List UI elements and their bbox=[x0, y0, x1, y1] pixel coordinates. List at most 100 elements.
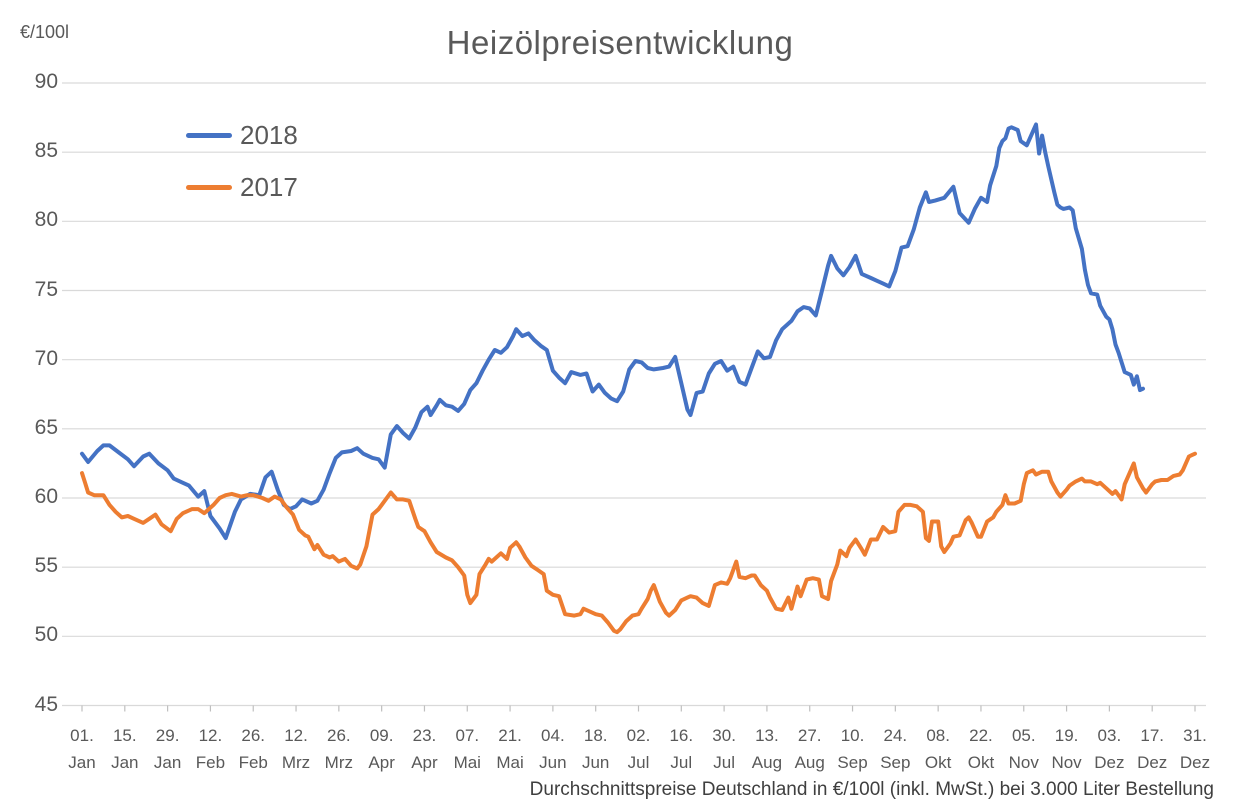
x-tick-label-12.Feb: 12. Feb bbox=[184, 722, 236, 776]
x-tick-label-27.Aug: 27. Aug bbox=[784, 722, 836, 776]
x-tick-month: Feb bbox=[238, 753, 268, 772]
x-tick-label-16.Jul: 16. Jul bbox=[655, 722, 707, 776]
x-tick-label-29.Jan: 29. Jan bbox=[142, 722, 194, 776]
x-tick-day: 13. bbox=[755, 726, 779, 745]
x-tick-month: Apr bbox=[368, 753, 395, 772]
legend-entry-2017: 2017 bbox=[186, 168, 298, 206]
x-tick-day: 16. bbox=[669, 726, 694, 745]
y-tick-label-80: 80 bbox=[34, 208, 58, 232]
x-tick-day: 01. bbox=[70, 726, 94, 745]
y-tick-label-75: 75 bbox=[34, 277, 58, 301]
x-tick-label-18.Jun: 18. Jun bbox=[570, 722, 622, 776]
x-tick-label-31.Dez: 31. Dez bbox=[1169, 722, 1221, 776]
legend-line-swatch-2017 bbox=[186, 184, 232, 190]
legend-label-2017: 2017 bbox=[240, 171, 298, 202]
y-tick-label-65: 65 bbox=[34, 415, 58, 439]
y-tick-label-60: 60 bbox=[34, 485, 58, 508]
y-tick-label-45: 45 bbox=[34, 692, 58, 716]
x-tick-day: 03. bbox=[1097, 726, 1122, 745]
x-tick-day: 29. bbox=[155, 726, 180, 745]
x-tick-month: Aug bbox=[751, 753, 783, 772]
x-tick-label-19.Nov: 19. Nov bbox=[1041, 722, 1093, 776]
legend-entry-2018: 2018 bbox=[186, 116, 298, 154]
x-tick-label-09.Apr: 09. Apr bbox=[356, 722, 408, 776]
x-tick-label-15.Jan: 15. Jan bbox=[99, 722, 151, 776]
x-tick-day: 22. bbox=[969, 726, 993, 745]
x-tick-month: Jul bbox=[670, 753, 693, 772]
x-tick-month: Sep bbox=[880, 753, 911, 772]
x-tick-day: 18. bbox=[583, 726, 608, 745]
y-tick-label-85: 85 bbox=[34, 139, 58, 163]
x-tick-day: 21. bbox=[498, 726, 522, 745]
x-tick-month: Mrz bbox=[324, 753, 353, 772]
x-tick-month: Jan bbox=[153, 753, 182, 772]
x-tick-label-26.Feb: 26. Feb bbox=[227, 722, 279, 776]
y-tick-label-90: 90 bbox=[34, 70, 58, 93]
y-axis-unit-label: €/100l bbox=[20, 22, 70, 42]
x-tick-label-03.Dez: 03. Dez bbox=[1083, 722, 1135, 776]
legend-label-2018: 2018 bbox=[240, 119, 298, 150]
series-line-2018 bbox=[80, 122, 1145, 541]
x-tick-label-30.Jul: 30. Jul bbox=[698, 722, 750, 776]
x-tick-label-04.Jun: 04. Jun bbox=[527, 722, 579, 776]
x-tick-month: Dez bbox=[1094, 753, 1125, 772]
x-tick-day: 10. bbox=[840, 726, 865, 745]
x-tick-month: Mai bbox=[496, 753, 524, 772]
x-tick-month: Mai bbox=[453, 753, 481, 772]
x-tick-month: Aug bbox=[794, 753, 825, 772]
x-tick-label-23.Apr: 23. Apr bbox=[398, 722, 450, 776]
footnote-caption: Durchschnittspreise Deutschland in €/100… bbox=[529, 779, 1214, 800]
x-tick-label-10.Sep: 10. Sep bbox=[827, 722, 879, 776]
x-tick-label-07.Mai: 07. Mai bbox=[441, 722, 493, 776]
x-tick-month: Nov bbox=[1008, 753, 1039, 772]
x-tick-month: Jul bbox=[713, 753, 735, 772]
x-tick-day: 15. bbox=[112, 726, 137, 745]
x-tick-month: Mrz bbox=[281, 753, 311, 772]
x-tick-month: Jul bbox=[627, 753, 650, 772]
x-tick-month: Dez bbox=[1179, 753, 1211, 772]
x-tick-month: Okt bbox=[924, 753, 952, 772]
x-tick-label-21.Mai: 21. Mai bbox=[484, 722, 536, 776]
legend: 2018 2017 bbox=[186, 116, 298, 220]
x-tick-label-08.Okt: 08. Okt bbox=[912, 722, 964, 776]
x-tick-day: 12. bbox=[284, 726, 308, 745]
x-tick-month: Jan bbox=[68, 753, 96, 772]
x-tick-month: Dez bbox=[1137, 753, 1168, 772]
x-tick-month: Okt bbox=[967, 753, 995, 772]
x-tick-day: 27. bbox=[797, 726, 822, 745]
x-tick-month: Feb bbox=[195, 753, 226, 772]
x-tick-month: Jan bbox=[111, 753, 139, 772]
x-tick-day: 26. bbox=[327, 726, 351, 745]
x-tick-month: Apr bbox=[411, 753, 438, 772]
x-tick-day: 05. bbox=[1011, 726, 1036, 745]
y-tick-label-70: 70 bbox=[34, 346, 58, 370]
x-tick-month: Jun bbox=[539, 753, 567, 772]
x-tick-day: 17. bbox=[1140, 726, 1164, 745]
x-tick-day: 09. bbox=[369, 726, 394, 745]
x-tick-month: Nov bbox=[1051, 753, 1082, 772]
x-tick-day: 30. bbox=[712, 726, 736, 745]
x-tick-day: 19. bbox=[1054, 726, 1079, 745]
legend-line-swatch-2018 bbox=[186, 132, 232, 138]
x-tick-label-22.Okt: 22. Okt bbox=[955, 722, 1007, 776]
x-tick-label-05.Nov: 05. Nov bbox=[998, 722, 1050, 776]
x-tick-day: 23. bbox=[412, 726, 437, 745]
x-tick-label-24.Sep: 24. Sep bbox=[869, 722, 921, 776]
x-tick-day: 02. bbox=[626, 726, 651, 745]
x-tick-day: 26. bbox=[241, 726, 266, 745]
x-tick-month: Jun bbox=[581, 753, 610, 772]
x-tick-label-12.Mrz: 12. Mrz bbox=[270, 722, 322, 776]
x-tick-day: 24. bbox=[883, 726, 908, 745]
x-tick-day: 08. bbox=[926, 726, 950, 745]
x-tick-day: 31. bbox=[1183, 726, 1207, 745]
series-line-2017 bbox=[80, 451, 1197, 635]
x-tick-day: 12. bbox=[198, 726, 223, 745]
x-tick-label-02.Jul: 02. Jul bbox=[613, 722, 665, 776]
x-tick-day: 07. bbox=[455, 726, 480, 745]
x-tick-label-01.Jan: 01. Jan bbox=[56, 722, 108, 776]
x-tick-label-17.Dez: 17. Dez bbox=[1126, 722, 1178, 776]
x-tick-label-13.Aug: 13. Aug bbox=[741, 722, 793, 776]
x-tick-label-26.Mrz: 26. Mrz bbox=[313, 722, 365, 776]
